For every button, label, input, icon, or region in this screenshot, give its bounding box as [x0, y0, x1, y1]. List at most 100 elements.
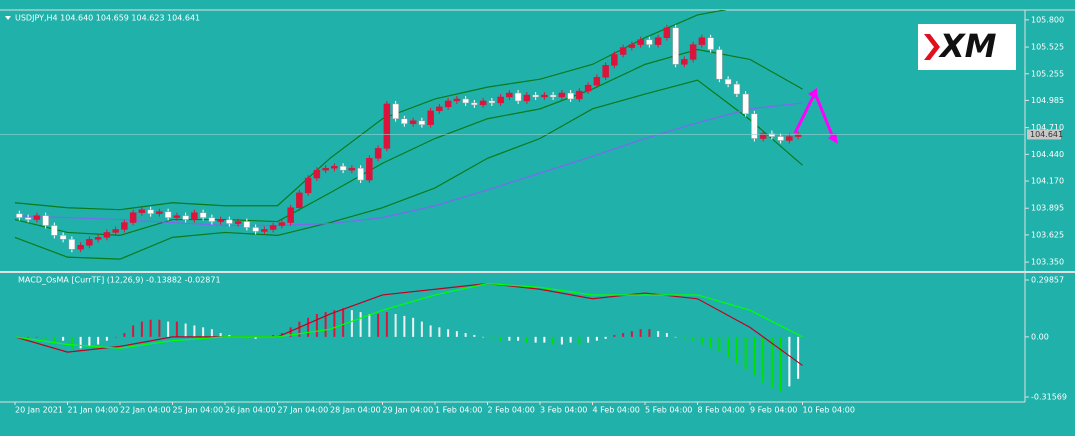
- candle-body: [339, 165, 347, 171]
- histogram-bar: [674, 336, 677, 338]
- histogram-bar: [657, 331, 660, 337]
- histogram-bar: [193, 325, 196, 337]
- candle-body: [313, 169, 321, 179]
- candle-body: [558, 92, 566, 98]
- candle-body: [444, 100, 452, 108]
- x-tick-label: 3 Feb 04:00: [540, 406, 587, 415]
- candle-body: [129, 212, 137, 223]
- last-price-label: 104.641: [1030, 130, 1063, 139]
- candle-body: [786, 136, 793, 141]
- candle-body: [147, 209, 154, 214]
- histogram-bar: [228, 334, 231, 337]
- histogram-bar: [735, 336, 738, 364]
- histogram-bar: [79, 336, 82, 349]
- candle-body: [646, 39, 653, 45]
- histogram-bar: [525, 336, 528, 343]
- histogram-bar: [342, 308, 345, 337]
- histogram-bar: [455, 331, 458, 337]
- candle-body: [208, 217, 216, 222]
- candle-body: [759, 133, 767, 139]
- histogram-bar: [630, 331, 633, 337]
- y-tick-label: 0.00: [1031, 332, 1049, 341]
- y-tick-label: -0.31569: [1031, 393, 1067, 402]
- histogram-bar: [88, 336, 91, 347]
- x-tick-label: 22 Jan 04:00: [120, 406, 171, 415]
- histogram-bar: [114, 336, 117, 338]
- candle-body: [269, 225, 277, 230]
- candle-body: [532, 94, 539, 98]
- candle-body: [287, 207, 294, 223]
- candle-body: [654, 37, 662, 45]
- histogram-bar: [543, 336, 546, 343]
- histogram-bar: [53, 336, 56, 341]
- y-tick-label: 103.625: [1031, 230, 1064, 239]
- histogram-bar: [315, 314, 318, 337]
- y-tick-label: 103.895: [1031, 204, 1064, 213]
- candle-body: [278, 222, 286, 226]
- candle-body: [619, 47, 627, 55]
- symbol-title: USDJPY,H4 104.640 104.659 104.623 104.64…: [15, 14, 200, 23]
- histogram-bar: [254, 336, 257, 339]
- candle-body: [252, 227, 259, 232]
- candle-body: [24, 217, 32, 220]
- x-tick-label: 10 Feb 04:00: [803, 406, 855, 415]
- histogram-bar: [797, 336, 800, 379]
- menu-triangle[interactable]: [5, 16, 11, 20]
- candle-body: [427, 110, 434, 125]
- y-tick-label: 104.985: [1031, 96, 1064, 105]
- histogram-bar: [517, 336, 520, 341]
- indicator-line: [14, 48, 803, 237]
- histogram-bar: [744, 336, 747, 370]
- histogram-bar: [97, 336, 100, 345]
- histogram-bar: [35, 336, 38, 338]
- histogram-bar: [62, 336, 65, 341]
- arrow-head: [808, 88, 818, 100]
- y-tick-label: 0.29857: [1031, 275, 1064, 284]
- histogram-bar: [44, 336, 47, 339]
- histogram-bar: [70, 336, 73, 349]
- histogram-bar: [324, 312, 327, 337]
- x-tick-label: 29 Jan 04:00: [383, 406, 434, 415]
- candle-body: [357, 167, 364, 181]
- candle-body: [777, 136, 784, 141]
- candle-body: [768, 133, 776, 137]
- indicator-line: [14, 282, 803, 366]
- candle-body: [261, 229, 268, 232]
- x-tick-label: 25 Jan 04:00: [173, 406, 224, 415]
- histogram-bar: [307, 317, 310, 337]
- histogram-bar: [429, 325, 432, 337]
- candle-body: [506, 92, 513, 98]
- candle-body: [199, 212, 207, 218]
- histogram-bar: [202, 327, 205, 337]
- histogram-bar: [464, 333, 467, 337]
- histogram-bar: [184, 323, 187, 337]
- candle-body: [243, 221, 251, 228]
- candle-body: [418, 120, 426, 125]
- candle-body: [637, 39, 644, 45]
- histogram-bar: [692, 336, 695, 341]
- x-tick-label: 2 Feb 04:00: [488, 406, 535, 415]
- histogram-bar: [219, 333, 222, 337]
- candle-body: [672, 27, 679, 65]
- last-price-box: [1027, 129, 1061, 140]
- histogram-bar: [377, 314, 380, 337]
- x-tick-label: 21 Jan 04:00: [68, 406, 119, 415]
- y-tick-label: 105.800: [1031, 15, 1064, 24]
- candle-body: [42, 215, 49, 226]
- histogram-bar: [683, 336, 686, 339]
- candle-body: [59, 235, 67, 240]
- candle-body: [226, 219, 233, 224]
- candle-body: [681, 59, 688, 65]
- candle-body: [374, 148, 382, 159]
- candle-body: [112, 229, 119, 233]
- histogram-bar: [499, 336, 502, 341]
- candle-body: [541, 94, 548, 98]
- candle-body: [514, 92, 522, 102]
- candle-body: [304, 177, 312, 194]
- histogram-bar: [385, 312, 388, 337]
- histogram-bar: [779, 336, 782, 393]
- indicator-line: [14, 102, 803, 227]
- candle-body: [138, 209, 146, 213]
- candle-body: [707, 37, 714, 50]
